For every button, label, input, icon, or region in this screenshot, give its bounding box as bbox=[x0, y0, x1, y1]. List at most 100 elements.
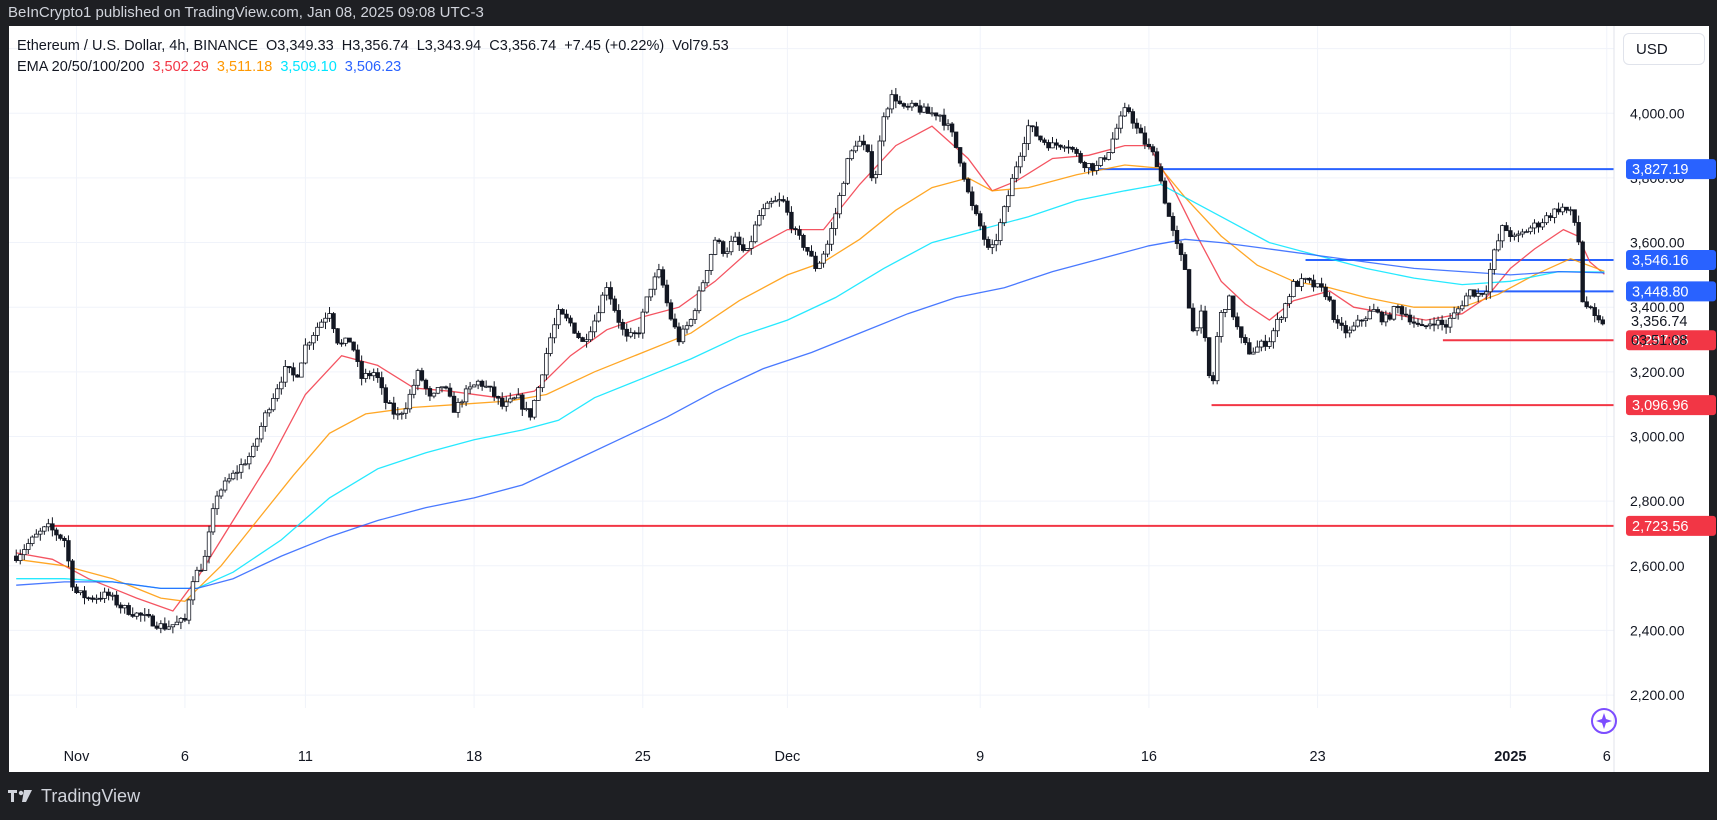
candle-body bbox=[275, 388, 280, 399]
candle-body bbox=[38, 530, 43, 535]
candle-body bbox=[1122, 107, 1127, 117]
candle-body bbox=[90, 597, 95, 600]
candle-body bbox=[564, 313, 569, 319]
candle-body bbox=[548, 337, 553, 354]
candle-body bbox=[616, 310, 621, 323]
candle-body bbox=[584, 339, 589, 342]
candle-body bbox=[1492, 249, 1497, 270]
candle-body bbox=[1399, 306, 1405, 315]
candle-body bbox=[724, 251, 730, 254]
candle-body bbox=[78, 590, 83, 594]
candle-body bbox=[1134, 122, 1140, 129]
candle-body bbox=[1190, 307, 1196, 332]
candle-body bbox=[1259, 340, 1264, 348]
candle-body bbox=[817, 262, 822, 269]
candle-body bbox=[339, 342, 344, 345]
candle-body bbox=[688, 319, 694, 327]
resistance-tag-label: 3,448.80 bbox=[1632, 284, 1688, 300]
ema-label[interactable]: EMA 20/50/100/200 bbox=[17, 59, 145, 75]
candle-body bbox=[1243, 337, 1248, 344]
candle-body bbox=[363, 373, 368, 379]
candle-body bbox=[1186, 269, 1192, 309]
candle-body bbox=[66, 540, 71, 562]
ema-200-line bbox=[16, 238, 1605, 590]
candle-body bbox=[443, 386, 449, 389]
candle-body bbox=[1106, 152, 1111, 160]
candle-body bbox=[1335, 319, 1340, 324]
candle-body bbox=[1439, 319, 1445, 325]
candle-body bbox=[1572, 209, 1577, 223]
symbol-name[interactable]: Ethereum / U.S. Dollar, 4h, BINANCE bbox=[17, 38, 258, 54]
support-tag-label: 2,723.56 bbox=[1632, 519, 1688, 535]
candle-body bbox=[1114, 127, 1119, 140]
candle-body bbox=[1516, 233, 1521, 236]
candle-body bbox=[82, 590, 87, 599]
candle-body bbox=[1038, 135, 1043, 141]
candle-body bbox=[1459, 305, 1465, 310]
candle-body bbox=[1170, 216, 1176, 231]
price-tick-label: 3,600.00 bbox=[1630, 235, 1685, 251]
candle-body bbox=[1556, 208, 1561, 213]
candle-body bbox=[134, 612, 139, 617]
candle-body bbox=[1419, 324, 1425, 327]
candle-body bbox=[391, 402, 396, 415]
candle-body bbox=[496, 395, 501, 399]
candle-body bbox=[283, 366, 288, 383]
candle-body bbox=[1210, 375, 1216, 382]
candle-body bbox=[708, 254, 714, 271]
candle-body bbox=[793, 228, 798, 231]
candle-body bbox=[206, 531, 212, 557]
candle-body bbox=[423, 379, 429, 389]
change-value: +7.45 (+0.22%) bbox=[564, 38, 665, 54]
candle-body bbox=[58, 534, 63, 539]
candle-body bbox=[785, 200, 790, 213]
candle-body bbox=[1367, 310, 1372, 320]
currency-button[interactable]: USD bbox=[1623, 33, 1705, 65]
candle-body bbox=[415, 370, 421, 386]
candle-body bbox=[299, 362, 304, 378]
candle-body bbox=[536, 387, 541, 401]
candle-body bbox=[1002, 206, 1007, 224]
candle-body bbox=[516, 394, 521, 399]
ema-50-line bbox=[16, 164, 1605, 602]
candle-body bbox=[1512, 234, 1517, 237]
candle-body bbox=[98, 597, 103, 600]
candle-body bbox=[1395, 306, 1401, 308]
candle-body bbox=[1030, 125, 1035, 128]
candle-body bbox=[1343, 325, 1348, 334]
candle-body bbox=[1098, 157, 1103, 166]
resistance-tag-bg bbox=[1626, 249, 1716, 270]
ai-assistant-icon[interactable] bbox=[1591, 708, 1617, 734]
candle-body bbox=[969, 191, 975, 206]
candle-body bbox=[732, 236, 738, 242]
time-tick-label: 11 bbox=[298, 749, 313, 765]
candle-body bbox=[1339, 322, 1344, 326]
candle-body bbox=[596, 312, 601, 322]
candle-body bbox=[568, 317, 573, 324]
candle-body bbox=[692, 310, 698, 320]
candle-body bbox=[1383, 314, 1389, 323]
candle-body bbox=[704, 270, 710, 284]
candle-body bbox=[572, 322, 577, 334]
candle-body bbox=[965, 178, 971, 193]
candle-body bbox=[592, 320, 597, 333]
candle-body bbox=[620, 321, 625, 330]
candle-body bbox=[1528, 227, 1533, 233]
candles bbox=[14, 88, 1605, 634]
candle-body bbox=[198, 569, 204, 572]
candle-body bbox=[957, 147, 963, 164]
candle-body bbox=[1198, 310, 1204, 329]
candle-body bbox=[672, 318, 678, 328]
candle-body bbox=[761, 208, 766, 216]
candle-body bbox=[990, 244, 995, 248]
candle-body bbox=[833, 213, 838, 229]
candle-body bbox=[1423, 325, 1429, 328]
candle-body bbox=[295, 374, 300, 378]
candle-body bbox=[459, 401, 465, 404]
candle-body bbox=[1126, 107, 1132, 113]
candle-body bbox=[1227, 295, 1232, 310]
candle-body bbox=[897, 100, 903, 104]
candle-body bbox=[560, 309, 565, 315]
candle-body bbox=[42, 526, 47, 532]
